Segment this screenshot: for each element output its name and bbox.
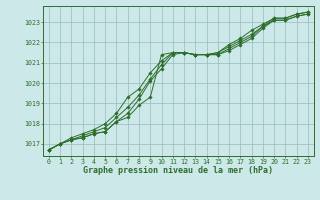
X-axis label: Graphe pression niveau de la mer (hPa): Graphe pression niveau de la mer (hPa) bbox=[84, 166, 273, 175]
